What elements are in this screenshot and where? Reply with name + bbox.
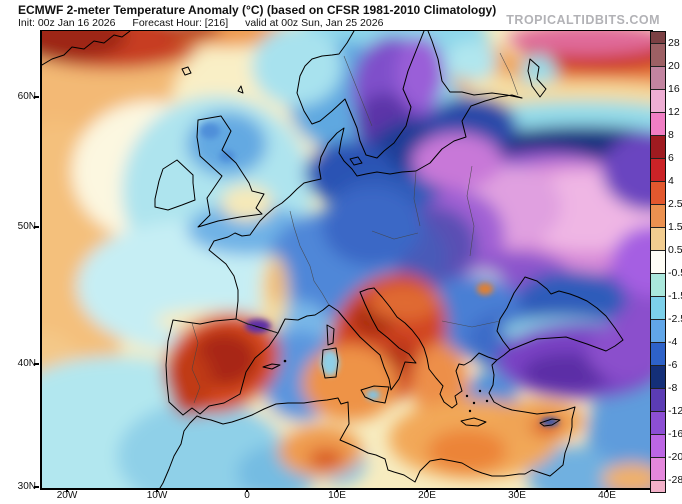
- anomaly-blobs: [42, 31, 652, 488]
- lon-tick-mark: [516, 488, 518, 492]
- colorbar-label: -28: [668, 473, 682, 486]
- forecast-hour: Forecast Hour: [216]: [132, 17, 229, 29]
- colorbar-cell: [651, 32, 665, 44]
- colorbar: [650, 31, 666, 493]
- colorbar-cell: [651, 66, 665, 90]
- colorbar-cell: [651, 434, 665, 458]
- lat-tick-mark: [34, 226, 39, 228]
- lon-tick-label: 20W: [56, 490, 78, 501]
- lon-tick-label: 30E: [508, 490, 526, 501]
- lon-tick-mark: [66, 488, 68, 492]
- lon-tick-label: 10W: [146, 490, 168, 501]
- colorbar-label: -0.5: [668, 266, 682, 279]
- colorbar-cell: [651, 319, 665, 343]
- colorbar-cell: [651, 89, 665, 113]
- colorbar-cell: [651, 135, 665, 159]
- colorbar-cell: [651, 411, 665, 435]
- lon-tick-label: 10E: [328, 490, 346, 501]
- colorbar-cell: [651, 43, 665, 67]
- anomaly-map: [40, 30, 653, 490]
- colorbar-label: 28: [668, 36, 680, 49]
- lat-tick-label: 50N: [17, 221, 36, 232]
- colorbar-cell: [651, 365, 665, 389]
- colorbar-label: 12: [668, 105, 680, 118]
- anomaly-detail-spots: [200, 123, 559, 426]
- lat-tick-mark: [34, 96, 39, 98]
- lon-tick-label: 40E: [598, 490, 616, 501]
- lon-tick-label: 20E: [418, 490, 436, 501]
- colorbar-label: 6: [668, 151, 674, 164]
- colorbar-label: -4: [668, 335, 678, 348]
- colorbar-label: -2.5: [668, 312, 682, 325]
- colorbar-label: -16: [668, 427, 682, 440]
- colorbar-cell: [651, 342, 665, 366]
- colorbar-label: -6: [668, 358, 678, 371]
- lat-tick-label: 60N: [17, 91, 36, 102]
- colorbar-cell: [651, 204, 665, 228]
- lon-tick-mark: [606, 488, 608, 492]
- valid-time: valid at 00z Sun, Jan 25 2026: [245, 17, 384, 29]
- lat-tick-label: 30N: [17, 481, 36, 492]
- lat-tick-mark: [34, 486, 39, 488]
- colorbar-cell: [651, 112, 665, 136]
- colorbar-label: -1.5: [668, 289, 682, 302]
- colorbar-label: 2.5: [668, 197, 682, 210]
- init-time: Init: 00z Jan 16 2026: [18, 17, 116, 29]
- colorbar-cell: [651, 250, 665, 274]
- lat-tick-mark: [34, 363, 39, 365]
- colorbar-cell: [651, 457, 665, 481]
- lon-tick-mark: [246, 488, 248, 492]
- colorbar-label: 1.5: [668, 220, 682, 233]
- colorbar-cell: [651, 158, 665, 182]
- colorbar-cell: [651, 273, 665, 297]
- coastlines: [42, 31, 624, 488]
- colorbar-label: -20: [668, 450, 682, 463]
- colorbar-label: 4: [668, 174, 674, 187]
- colorbar-label: -12: [668, 404, 682, 417]
- colorbar-cell: [651, 296, 665, 320]
- tropicaltidbits-watermark[interactable]: TROPICALTIDBITS.COM: [506, 13, 660, 27]
- colorbar-cell: [651, 480, 665, 492]
- lon-tick-mark: [426, 488, 428, 492]
- country-borders: [191, 52, 519, 404]
- run-info: Init: 00z Jan 16 2026 Forecast Hour: [21…: [18, 17, 397, 29]
- colorbar-cell: [651, 388, 665, 412]
- lon-tick-mark: [336, 488, 338, 492]
- colorbar-label: 16: [668, 82, 680, 95]
- colorbar-label: -8: [668, 381, 678, 394]
- page-title: ECMWF 2-meter Temperature Anomaly (°C) (…: [18, 3, 497, 17]
- colorbar-cell: [651, 227, 665, 251]
- colorbar-label: 8: [668, 128, 674, 141]
- lat-tick-label: 40N: [17, 358, 36, 369]
- anomaly-field-svg: [42, 31, 652, 488]
- colorbar-label: 0.5: [668, 243, 682, 256]
- colorbar-cell: [651, 181, 665, 205]
- lon-tick-mark: [156, 488, 158, 492]
- lon-tick-label: 0: [244, 490, 250, 501]
- colorbar-label: 20: [668, 59, 680, 72]
